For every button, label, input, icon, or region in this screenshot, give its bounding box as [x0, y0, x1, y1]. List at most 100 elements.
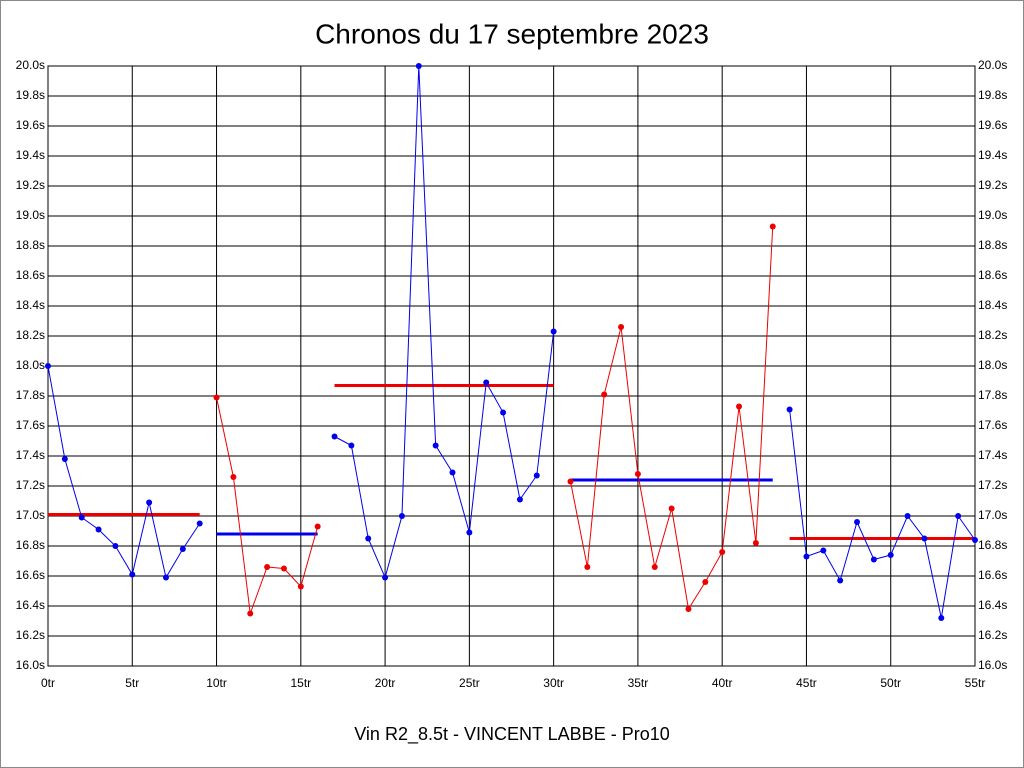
data-point: [702, 579, 709, 585]
y2-tick-label: 18.0s: [978, 358, 1007, 372]
data-point: [870, 556, 877, 563]
y-tick-label: 18.8s: [16, 238, 45, 252]
x-tick-label: 45tr: [796, 676, 817, 690]
x-axis-label: Vin R2_8.5t - VINCENT LABBE - Pro10: [354, 724, 669, 745]
x-tick-label: 0tr: [41, 676, 55, 690]
y2-tick-label: 19.8s: [978, 88, 1007, 102]
x-tick-label: 30tr: [543, 676, 564, 690]
series-line: [334, 65, 555, 580]
x-tick-label: 55tr: [965, 676, 986, 690]
y-tick-label: 19.4s: [16, 148, 45, 162]
data-point: [213, 394, 220, 401]
data-point: [567, 478, 574, 485]
data-point: [432, 442, 439, 449]
chart-title: Chronos du 17 septembre 2023: [315, 18, 709, 49]
data-point: [837, 577, 844, 584]
x-tick-label: 15tr: [290, 676, 311, 690]
data-point: [230, 474, 237, 480]
data-point: [129, 571, 136, 578]
data-point: [112, 543, 119, 549]
data-point: [601, 391, 608, 398]
data-point: [264, 564, 271, 570]
data-point: [634, 471, 641, 477]
x-tick-label: 35tr: [628, 676, 649, 690]
y2-tick-label: 17.4s: [978, 448, 1007, 462]
data-point: [803, 553, 810, 560]
y2-tick-label: 16.4s: [978, 598, 1007, 612]
data-point: [45, 363, 51, 369]
x-tick-label: 5tr: [125, 676, 139, 690]
data-point: [449, 469, 456, 476]
data-point: [365, 535, 372, 542]
data-point: [854, 519, 861, 525]
data-point: [904, 513, 911, 519]
data-point: [382, 574, 389, 581]
y-tick-label: 17.8s: [16, 388, 45, 402]
y2-tick-label: 20.0s: [978, 58, 1007, 72]
data-point: [651, 564, 658, 570]
data-point: [61, 456, 68, 462]
data-point: [331, 433, 338, 440]
y2-tick-label: 19.6s: [978, 118, 1007, 132]
y-tick-label: 17.4s: [16, 448, 45, 462]
data-point: [618, 324, 625, 330]
y-tick-label: 18.4s: [16, 298, 45, 312]
data-point: [719, 549, 726, 555]
data-point: [483, 379, 490, 386]
data-point: [786, 406, 793, 413]
data-point: [972, 537, 978, 543]
y-tick-label: 19.8s: [16, 88, 45, 102]
data-point: [500, 409, 507, 416]
data-point: [95, 526, 102, 533]
data-point: [196, 520, 203, 527]
data-point: [78, 514, 85, 521]
y2-tick-label: 16.2s: [978, 628, 1007, 642]
y2-tick-label: 19.4s: [978, 148, 1007, 162]
x-tick-label: 25tr: [459, 676, 480, 690]
data-point: [584, 564, 591, 570]
y-tick-label: 16.6s: [16, 568, 45, 582]
data-point: [314, 523, 321, 530]
data-point: [736, 403, 743, 410]
y2-tick-label: 16.8s: [978, 538, 1007, 552]
data-point: [887, 552, 894, 558]
y2-tick-label: 16.0s: [978, 658, 1007, 672]
y-tick-label: 19.0s: [16, 208, 45, 222]
y2-tick-label: 18.8s: [978, 238, 1007, 252]
y-tick-label: 18.0s: [16, 358, 45, 372]
y2-tick-label: 18.2s: [978, 328, 1007, 342]
data-point: [921, 535, 928, 542]
data-point: [938, 615, 945, 621]
data-point: [415, 63, 422, 69]
x-tick-label: 10tr: [206, 676, 227, 690]
y-tick-label: 18.6s: [16, 268, 45, 282]
y-tick-label: 19.2s: [16, 178, 45, 192]
data-point: [348, 442, 355, 449]
data-point: [533, 472, 540, 479]
y2-tick-label: 18.6s: [978, 268, 1007, 282]
data-point: [179, 546, 186, 552]
data-point: [955, 513, 962, 519]
data-point: [685, 606, 692, 612]
y-tick-label: 17.0s: [16, 508, 45, 522]
data-point: [146, 499, 153, 506]
data-point: [466, 529, 473, 536]
y2-tick-label: 16.6s: [978, 568, 1007, 582]
y2-tick-label: 19.0s: [978, 208, 1007, 222]
data-point: [820, 547, 827, 554]
y-tick-label: 20.0s: [16, 58, 45, 72]
series-line: [47, 365, 201, 579]
data-point: [247, 610, 254, 617]
data-point: [398, 513, 405, 519]
y-tick-label: 17.2s: [16, 478, 45, 492]
y2-tick-label: 19.2s: [978, 178, 1007, 192]
y-tick-label: 16.2s: [16, 628, 45, 642]
y-tick-label: 16.4s: [16, 598, 45, 612]
y2-tick-label: 17.0s: [978, 508, 1007, 522]
y2-tick-label: 17.6s: [978, 418, 1007, 432]
y2-tick-label: 17.8s: [978, 388, 1007, 402]
data-point: [668, 505, 675, 512]
x-tick-label: 20tr: [375, 676, 396, 690]
data-point: [550, 328, 557, 335]
